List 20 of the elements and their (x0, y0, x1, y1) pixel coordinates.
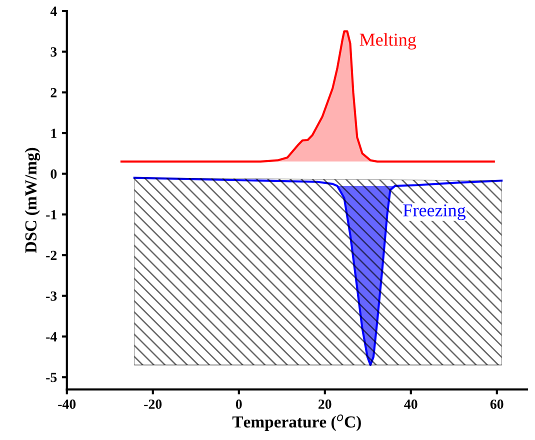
series-label: Freezing (403, 204, 466, 220)
y-axis-title: DSC (mW/mg) (24, 148, 40, 253)
y-tick-label: 3 (50, 47, 57, 57)
y-tick-label: -1 (46, 210, 56, 220)
y-tick-label: 1 (51, 128, 56, 138)
y-tick-label: -5 (46, 372, 57, 382)
y-tick-label: -2 (46, 250, 57, 260)
x-tick-label: -40 (58, 400, 76, 409)
x-tick-label: -20 (144, 400, 162, 409)
y-tick-label: -3 (46, 291, 57, 301)
y-tick-label: -4 (46, 332, 57, 342)
x-tick-label: 60 (490, 400, 504, 409)
x-tick-label: 20 (318, 400, 332, 409)
x-tick-label: 0 (236, 400, 242, 409)
x-axis-title: Temperature ($^{o}$C) (232, 414, 361, 431)
y-tick-label: 0 (50, 169, 57, 179)
y-tick-label: 4 (50, 6, 57, 16)
series-label: Melting (360, 33, 416, 50)
x-tick-label: 40 (404, 400, 418, 409)
y-tick-label: 2 (50, 88, 57, 98)
